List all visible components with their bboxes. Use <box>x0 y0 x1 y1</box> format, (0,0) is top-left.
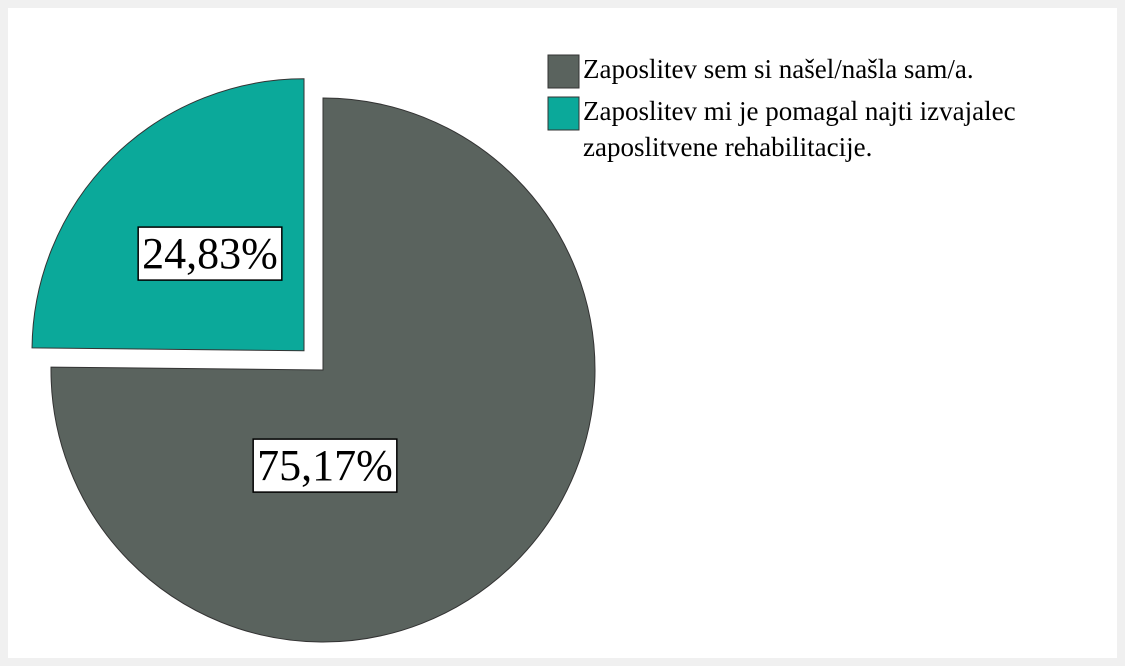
legend-swatch <box>547 54 580 89</box>
data-label: 75,17% <box>257 441 393 490</box>
legend-label: Zaposlitev mi je pomagal najti izvajalec… <box>583 96 1016 162</box>
pie-slice <box>50 97 596 643</box>
legend-label: Zaposlitev sem si našel/našla sam/a. <box>583 54 974 84</box>
data-label: 24,83% <box>142 229 278 278</box>
data-label-box <box>252 438 398 493</box>
legend-swatch <box>547 96 580 131</box>
pie-slice <box>31 78 305 352</box>
data-label-box <box>137 226 283 281</box>
